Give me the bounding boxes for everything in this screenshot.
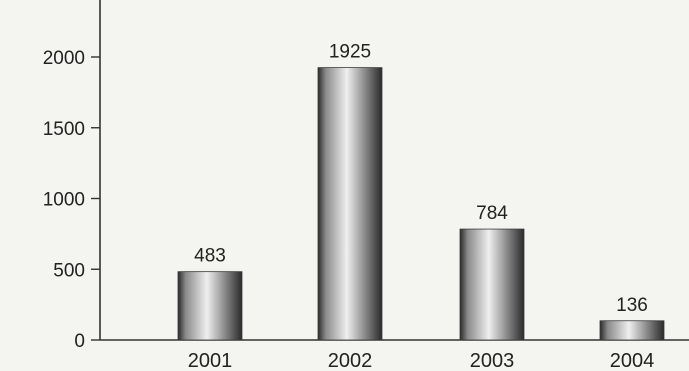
- x-tick-label-2002: 2002: [328, 350, 373, 371]
- y-tick-label: 2000: [43, 48, 85, 69]
- bars-group: [177, 67, 665, 341]
- bar-2004: [599, 320, 665, 341]
- y-tick-label: 0: [74, 331, 85, 352]
- x-tick-label-2003: 2003: [470, 350, 515, 371]
- x-tick-label-2004: 2004: [610, 350, 655, 371]
- bar-2002: [317, 67, 383, 341]
- y-tick-label: 1500: [43, 119, 85, 140]
- data-label-2001: 483: [194, 246, 226, 267]
- labels-group: 483 2001 1925 2002 784 2003 136 2004: [188, 42, 655, 371]
- data-label-2002: 1925: [329, 42, 371, 63]
- y-tick-label: 1000: [43, 190, 85, 211]
- data-label-2003: 784: [476, 203, 508, 224]
- bar-2003: [459, 228, 525, 341]
- y-tick-label: 500: [53, 260, 85, 281]
- bar-2001: [177, 271, 243, 341]
- data-label-2004: 136: [616, 295, 648, 316]
- x-tick-label-2001: 2001: [188, 350, 233, 371]
